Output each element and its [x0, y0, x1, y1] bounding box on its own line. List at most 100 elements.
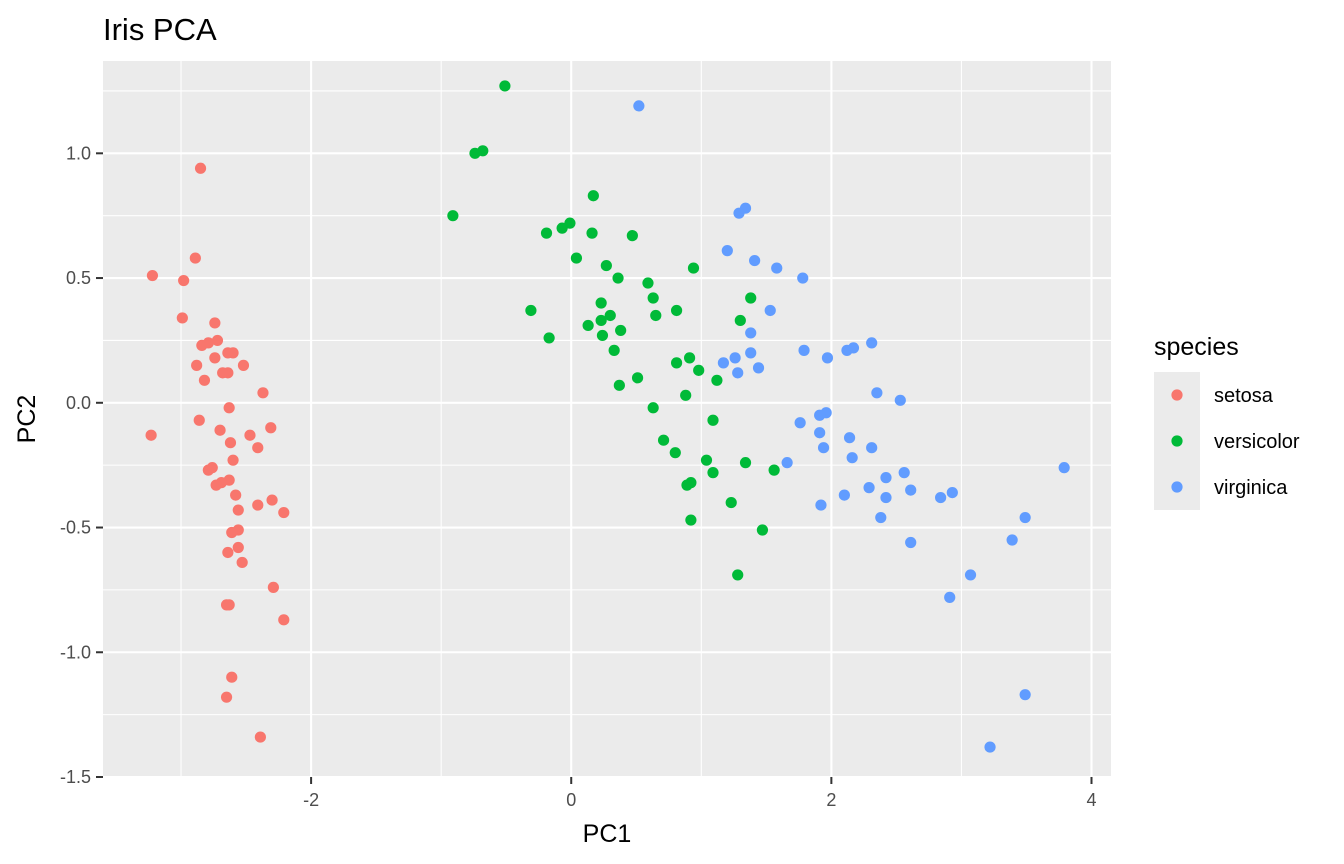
setosa-point [226, 526, 238, 539]
setosa-point [267, 581, 279, 593]
versicolor-point [631, 372, 644, 384]
virginica-point [817, 442, 830, 454]
versicolor-point [499, 80, 511, 92]
setosa-point [189, 252, 201, 264]
setosa-point [265, 422, 277, 434]
legend-key-virginica [1171, 481, 1183, 493]
versicolor-point [669, 447, 681, 459]
versicolor-point [685, 514, 697, 526]
virginica-point [745, 327, 757, 339]
versicolor-point [693, 364, 705, 376]
versicolor-point [582, 319, 594, 332]
versicolor-point [613, 379, 625, 391]
y-tick-label: 1.0 [66, 143, 91, 163]
setosa-point [224, 437, 237, 449]
versicolor-point [600, 259, 612, 272]
versicolor-point [626, 230, 638, 242]
setosa-point [278, 506, 290, 519]
virginica-point [814, 409, 826, 421]
virginica-point [846, 452, 858, 464]
virginica-point [843, 432, 856, 444]
versicolor-point [447, 210, 459, 222]
setosa-point [176, 312, 188, 324]
versicolor-point [586, 227, 598, 239]
versicolor-point [683, 352, 696, 364]
setosa-point [232, 504, 244, 516]
y-tick-label: 0.5 [66, 268, 91, 288]
virginica-point [946, 486, 958, 499]
versicolor-point [687, 262, 700, 274]
versicolor-point [469, 147, 481, 159]
versicolor-point [647, 292, 659, 304]
versicolor-point [725, 496, 737, 509]
virginica-point [752, 362, 765, 374]
virginica-point [798, 344, 810, 356]
virginica-point [1019, 689, 1031, 701]
virginica-point [732, 367, 744, 379]
legend-key-versicolor [1171, 435, 1183, 447]
setosa-point [230, 489, 242, 501]
versicolor-point [739, 457, 752, 469]
legend-title: species [1154, 333, 1239, 361]
setosa-point [202, 337, 214, 349]
setosa-point [278, 614, 290, 626]
setosa-point [214, 424, 226, 436]
virginica-point [838, 489, 850, 501]
virginica-point [1019, 511, 1031, 524]
setosa-point [194, 162, 207, 174]
versicolor-point [525, 304, 537, 317]
virginica-point [814, 427, 826, 439]
y-axis-title: PC2 [13, 395, 41, 444]
versicolor-point [700, 454, 713, 466]
virginica-point [797, 272, 809, 284]
setosa-point [209, 352, 221, 364]
virginica-point [935, 491, 947, 504]
virginica-point [866, 337, 878, 349]
virginica-point [880, 472, 892, 484]
setosa-point [210, 479, 222, 491]
versicolor-point [587, 190, 599, 202]
x-tick-label: 2 [826, 790, 836, 810]
virginica-point [875, 511, 887, 524]
versicolor-point [681, 479, 693, 491]
versicolor-point [615, 324, 627, 337]
virginica-point [1058, 462, 1070, 474]
virginica-point [894, 394, 906, 406]
setosa-point [217, 367, 229, 379]
virginica-point [764, 304, 776, 317]
setosa-point [226, 671, 238, 683]
versicolor-point [732, 569, 744, 581]
setosa-point [236, 556, 248, 569]
setosa-point [257, 387, 269, 399]
setosa-point [145, 429, 157, 441]
virginica-point [781, 457, 793, 469]
virginica-point [871, 387, 883, 399]
versicolor-point [680, 389, 692, 401]
virginica-point [771, 262, 783, 274]
setosa-point [211, 334, 224, 347]
virginica-point [794, 417, 806, 429]
virginica-point [729, 352, 741, 364]
setosa-point [222, 546, 234, 559]
versicolor-point [595, 297, 607, 309]
versicolor-point [540, 227, 553, 239]
x-axis-title: PC1 [583, 820, 632, 848]
virginica-point [866, 442, 878, 454]
setosa-point [178, 274, 190, 287]
versicolor-point [650, 309, 662, 322]
setosa-point [254, 731, 266, 743]
legend-label-versicolor: versicolor [1214, 431, 1300, 453]
setosa-point [198, 374, 211, 386]
versicolor-point [670, 357, 683, 369]
y-tick-label: -1.0 [60, 642, 91, 662]
versicolor-point [756, 524, 769, 536]
virginica-point [880, 491, 892, 504]
setosa-point [209, 317, 221, 329]
virginica-point [898, 467, 910, 479]
virginica-point [944, 591, 956, 603]
x-tick-label: 0 [566, 790, 576, 810]
versicolor-point [543, 332, 555, 344]
setosa-point [193, 414, 205, 426]
legend-label-virginica: virginica [1214, 477, 1288, 499]
